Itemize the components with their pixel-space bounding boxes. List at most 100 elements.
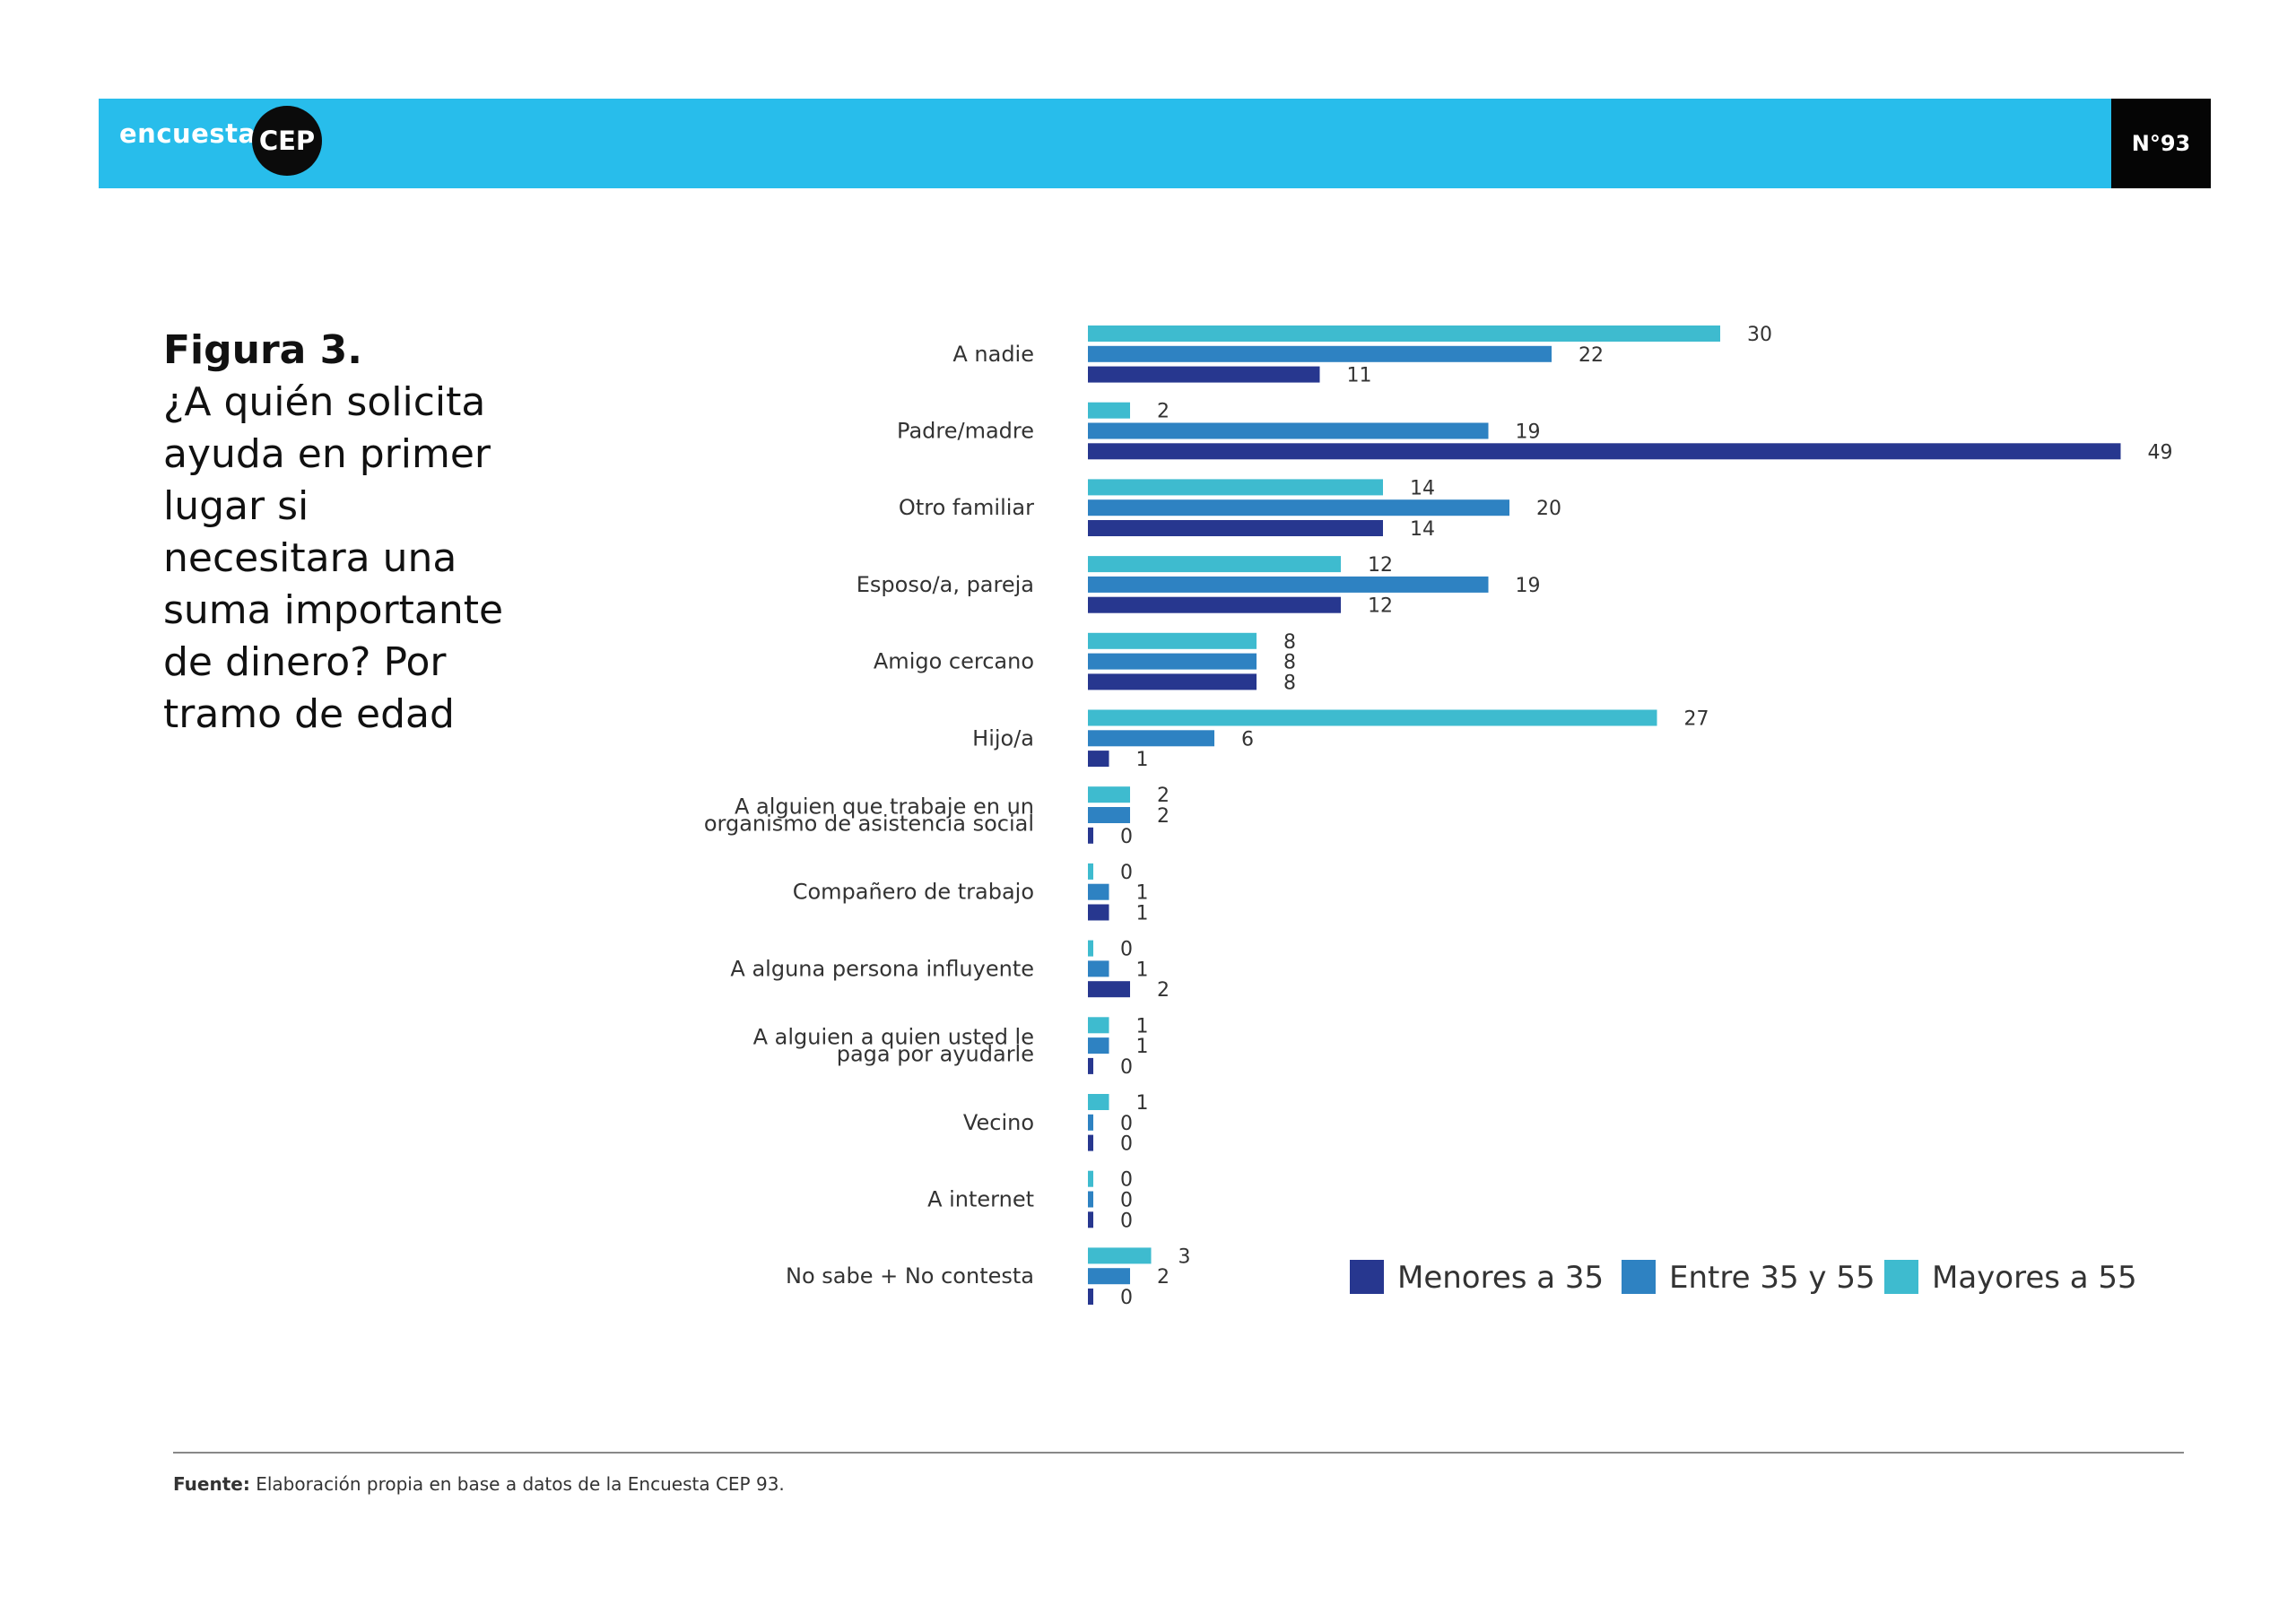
data-label: 0	[1120, 862, 1133, 884]
legend-label: Mayores a 55	[1932, 1260, 2137, 1296]
category-label: A alguien que trabaje en un	[735, 794, 1034, 820]
category-label: A internet	[927, 1187, 1034, 1212]
data-label: 2	[1157, 401, 1170, 423]
bar-entre-35-55	[1088, 1037, 1109, 1055]
brand-wordmark: encuesta	[119, 118, 257, 149]
legend-label: Menores a 35	[1397, 1260, 1604, 1296]
data-label: 1	[1136, 1015, 1149, 1037]
data-label: 0	[1120, 1056, 1133, 1079]
data-label: 49	[2148, 441, 2173, 464]
bar-mayores-55	[1088, 1170, 1093, 1187]
footer-divider	[173, 1452, 2184, 1454]
figure-title: ¿A quién solicita ayuda en primer lugar …	[163, 379, 504, 737]
data-label: 0	[1120, 1210, 1133, 1232]
data-label: 0	[1120, 1190, 1133, 1212]
source-text: Elaboración propia en base a datos de la…	[256, 1473, 785, 1495]
data-label: 11	[1347, 365, 1372, 387]
legend-swatch	[1884, 1260, 1918, 1294]
bar-mayores-55	[1088, 325, 1720, 342]
data-label: 1	[1136, 1092, 1149, 1115]
header-banner	[99, 99, 2112, 188]
data-label: 2	[1157, 805, 1170, 828]
data-label: 8	[1283, 631, 1296, 654]
category-label: Hijo/a	[972, 725, 1034, 751]
bar-mayores-55	[1088, 1094, 1109, 1110]
category-label: Esposo/a, pareja	[857, 572, 1034, 597]
data-label: 2	[1157, 1266, 1170, 1289]
data-label: 0	[1120, 1113, 1133, 1135]
bar-entre-35-55	[1088, 576, 1489, 593]
bar-menores-35	[1088, 1289, 1093, 1305]
bar-menores-35	[1088, 596, 1341, 613]
bar-mayores-55	[1088, 786, 1130, 803]
brand-logo-badge: CEP	[252, 106, 322, 176]
data-label: 14	[1410, 518, 1435, 541]
bar-menores-35	[1088, 981, 1130, 998]
bar-menores-35	[1088, 1211, 1093, 1228]
legend-label: Entre 35 y 55	[1669, 1260, 1875, 1296]
issue-number-badge: N°93	[2111, 99, 2211, 188]
bar-mayores-55	[1088, 709, 1657, 726]
bar-mayores-55	[1088, 1017, 1109, 1034]
bar-entre-35-55	[1088, 345, 1552, 362]
bar-entre-35-55	[1088, 422, 1489, 439]
data-label: 0	[1120, 939, 1133, 961]
data-label: 2	[1157, 979, 1170, 1002]
bar-entre-35-55	[1088, 1268, 1130, 1285]
data-label: 27	[1684, 708, 1709, 731]
category-label: A alguna persona influyente	[730, 956, 1034, 981]
data-label: 30	[1747, 324, 1772, 346]
bar-entre-35-55	[1088, 807, 1130, 823]
bar-menores-35	[1088, 1057, 1093, 1074]
data-label: 1	[1136, 882, 1149, 905]
data-label: 6	[1241, 728, 1254, 751]
data-label: 12	[1368, 554, 1393, 577]
data-label: 14	[1410, 477, 1435, 499]
category-label: A alguien a quien usted le	[753, 1025, 1034, 1050]
bar-mayores-55	[1088, 863, 1093, 880]
category-label: Compañero de trabajo	[793, 880, 1034, 905]
bar-menores-35	[1088, 904, 1109, 921]
bar-entre-35-55	[1088, 499, 1509, 516]
data-label: 12	[1368, 595, 1393, 618]
bar-entre-35-55	[1088, 653, 1257, 670]
data-label: 0	[1120, 826, 1133, 848]
bar-menores-35	[1088, 1134, 1093, 1151]
category-label: organismo de asistencia social	[704, 812, 1034, 837]
data-label: 8	[1283, 652, 1296, 674]
data-label: 0	[1120, 1287, 1133, 1309]
bar-mayores-55	[1088, 1247, 1152, 1264]
bar-mayores-55	[1088, 940, 1093, 957]
bar-mayores-55	[1088, 556, 1341, 573]
bar-menores-35	[1088, 673, 1257, 690]
bar-entre-35-55	[1088, 883, 1109, 900]
figure-caption: Figura 3. ¿A quién solicita ayuda en pri…	[163, 325, 522, 741]
data-label: 8	[1283, 672, 1296, 694]
data-label: 20	[1536, 498, 1561, 520]
data-label: 22	[1578, 344, 1604, 367]
bar-entre-35-55	[1088, 1114, 1093, 1131]
data-label: 19	[1516, 575, 1541, 597]
category-label: A nadie	[952, 342, 1034, 367]
bar-menores-35	[1088, 827, 1093, 844]
figure-number: Figura 3.	[163, 327, 362, 373]
bar-entre-35-55	[1088, 730, 1214, 747]
bar-mayores-55	[1088, 402, 1130, 419]
legend-swatch	[1350, 1260, 1384, 1294]
bar-menores-35	[1088, 520, 1383, 536]
data-label: 19	[1516, 421, 1541, 444]
data-label: 2	[1157, 785, 1170, 807]
category-label: Padre/madre	[897, 419, 1034, 444]
legend-swatch	[1622, 1260, 1656, 1294]
bar-menores-35	[1088, 366, 1320, 383]
data-label: 1	[1136, 1036, 1149, 1058]
category-label: No sabe + No contesta	[786, 1263, 1034, 1289]
bar-entre-35-55	[1088, 1191, 1093, 1208]
data-label: 3	[1178, 1245, 1191, 1268]
bar-menores-35	[1088, 443, 2121, 460]
data-label: 1	[1136, 749, 1149, 771]
bar-entre-35-55	[1088, 960, 1109, 977]
data-label: 1	[1136, 959, 1149, 981]
source-note: Fuente: Elaboración propia en base a dat…	[173, 1473, 785, 1495]
